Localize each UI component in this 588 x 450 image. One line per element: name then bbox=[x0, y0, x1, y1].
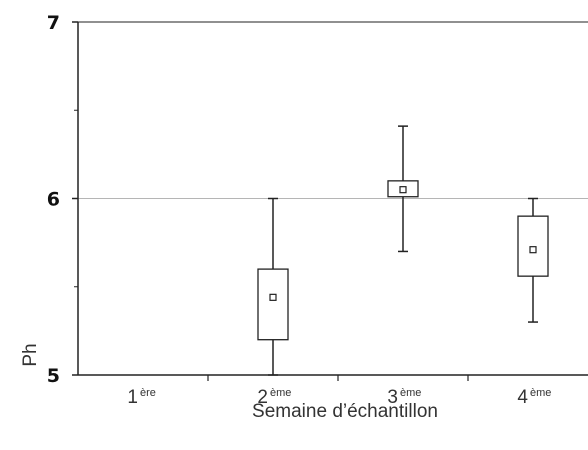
y-tick-label-2: 7 bbox=[47, 12, 60, 34]
median-marker-3 bbox=[529, 246, 537, 254]
x-label-2: 3 bbox=[387, 387, 398, 408]
x-label-0: 1 bbox=[127, 387, 138, 408]
y-axis-title: Ph bbox=[20, 343, 41, 366]
x-label-1: 2 bbox=[257, 387, 268, 408]
box-3 bbox=[517, 197, 549, 323]
box-2 bbox=[387, 125, 419, 253]
x-axis-title: Semaine d’échantillon bbox=[252, 401, 438, 422]
y-tick-label-1: 6 bbox=[47, 189, 60, 211]
boxes-layer bbox=[257, 125, 549, 376]
x-label-sup-3: ème bbox=[530, 387, 551, 399]
box-1 bbox=[257, 197, 289, 376]
iqr-box-1 bbox=[257, 268, 289, 341]
labels-layer: 1 ère 2 ème 3 ème 4 ème bbox=[127, 387, 551, 408]
x-label-3: 4 bbox=[517, 387, 528, 408]
x-label-sup-1: ème bbox=[270, 387, 291, 399]
y-tick-label-0: 5 bbox=[47, 365, 60, 387]
axes-layer: 5 6 7 bbox=[47, 12, 588, 387]
x-label-sup-0: ère bbox=[140, 387, 156, 399]
median-marker-1 bbox=[269, 293, 277, 301]
x-label-sup-2: ème bbox=[400, 387, 421, 399]
median-marker-2 bbox=[399, 186, 407, 194]
